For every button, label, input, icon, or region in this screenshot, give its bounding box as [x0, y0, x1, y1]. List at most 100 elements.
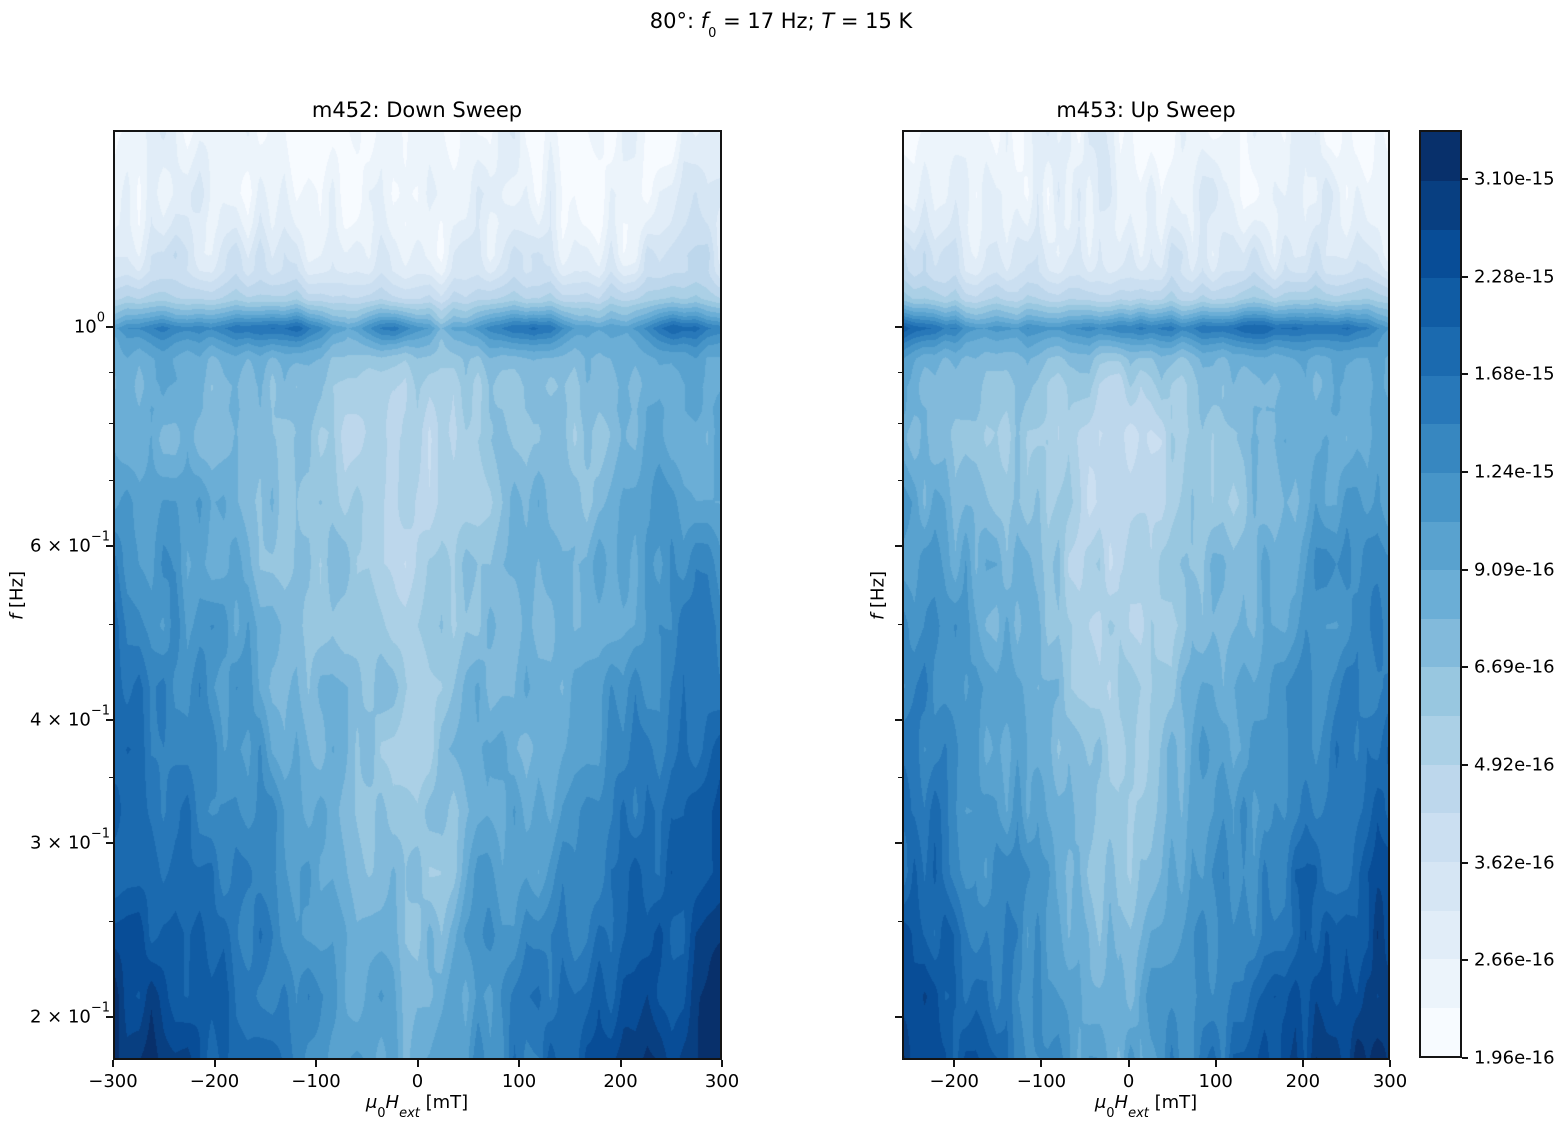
colorbar-tick: [1462, 861, 1468, 864]
colorbar-band: [1421, 618, 1460, 668]
H-ext-subscript-2: ext: [1128, 1105, 1149, 1121]
x-axis-label-m453: μ0Hext [mT]: [1095, 1092, 1198, 1120]
figure-title: 80°: f0 = 17 Hz; T = 15 K: [0, 9, 1562, 40]
y-label-f: f: [6, 613, 28, 621]
y-minor-tick: [109, 776, 113, 778]
x-tick-label: −100: [291, 1071, 341, 1092]
y-label-unit: [Hz]: [6, 570, 28, 614]
y-major-tick: [895, 1016, 902, 1019]
colorbar-tick-label: 1.24e-15: [1474, 461, 1555, 483]
x-major-tick: [416, 1060, 419, 1067]
y-axis-label-m452: f [Hz]: [7, 561, 28, 631]
y-minor-tick: [109, 479, 113, 481]
colorbar-band: [1421, 569, 1460, 619]
y-major-tick: [106, 719, 113, 722]
colorbar-tick-label: 9.09e-16: [1474, 559, 1555, 581]
H-symbol: H: [385, 1092, 400, 1113]
y-major-tick: [106, 326, 113, 329]
colorbar-tick-label: 2.66e-16: [1474, 949, 1555, 971]
y-minor-tick: [898, 623, 902, 625]
figure-title-sep: :: [686, 9, 701, 33]
colorbar-tick-label: 6.69e-16: [1474, 656, 1555, 678]
colorbar-tick: [1462, 568, 1468, 571]
colorbar-band: [1421, 715, 1460, 765]
y-label-unit-2: [Hz]: [867, 570, 889, 614]
f0-subscript: 0: [708, 26, 717, 42]
figure-title-end: = 15 K: [834, 9, 913, 33]
x-tick-label: 0: [1122, 1071, 1135, 1092]
y-major-tick: [106, 842, 113, 845]
subplot-m453-title: m453: Up Sweep: [1056, 98, 1236, 122]
y-tick-label: 6 × 10−1: [30, 529, 111, 557]
x-major-tick: [953, 1060, 956, 1067]
x-tick-label: −300: [88, 1071, 138, 1092]
x-major-tick: [112, 1060, 114, 1067]
colorbar-band: [1421, 229, 1460, 279]
y-minor-tick: [898, 921, 902, 923]
y-minor-tick: [898, 776, 902, 778]
x-tick-label: 200: [1285, 1071, 1321, 1092]
colorbar-band: [1421, 958, 1460, 1008]
x-label-unit-2: [mT]: [1148, 1092, 1198, 1113]
degree-symbol: °: [676, 9, 687, 33]
colorbar-tick-label: 3.10e-15: [1474, 168, 1555, 190]
x-tick-label: 200: [603, 1071, 638, 1092]
colorbar-tick-label: 2.28e-15: [1474, 266, 1555, 288]
colorbar-tick: [1462, 470, 1468, 473]
colorbar-tick: [1462, 177, 1468, 180]
y-major-tick: [895, 719, 902, 722]
x-major-tick: [1389, 1060, 1391, 1067]
y-tick-label: 2 × 10−1: [30, 1000, 111, 1028]
colorbar-tick: [1462, 1057, 1468, 1059]
temperature-symbol: T: [821, 9, 835, 33]
mu-symbol: μ: [365, 1092, 378, 1113]
mu-subscript: 0: [377, 1105, 386, 1121]
colorbar-tick: [1462, 373, 1468, 376]
colorbar-band: [1421, 1007, 1460, 1057]
x-major-tick: [213, 1060, 216, 1067]
x-tick-label: 300: [1372, 1071, 1408, 1092]
mu-subscript-2: 0: [1106, 1105, 1115, 1121]
x-label-unit: [mT]: [419, 1092, 469, 1113]
x-major-tick: [619, 1060, 622, 1067]
x-tick-label: 100: [501, 1071, 537, 1092]
colorbar-band: [1421, 375, 1460, 425]
y-minor-tick: [898, 372, 902, 374]
x-major-tick: [1127, 1060, 1130, 1067]
x-axis-label-m452: μ0Hext [mT]: [365, 1092, 469, 1120]
y-tick-label: 3 × 10−1: [30, 826, 111, 854]
x-tick-label: −200: [929, 1071, 980, 1092]
subplot-m452-title: m452: Down Sweep: [311, 98, 523, 122]
y-axis-label-m453: f [Hz]: [868, 561, 889, 631]
contour-axes-m452: [113, 130, 722, 1060]
y-label-f-2: f: [867, 613, 889, 621]
colorbar-band: [1421, 132, 1460, 182]
colorbar-band: [1421, 812, 1460, 862]
x-tick-label: 100: [1198, 1071, 1233, 1092]
y-major-tick: [895, 842, 902, 845]
y-minor-tick: [898, 479, 902, 481]
y-minor-tick: [109, 372, 113, 374]
colorbar-tick: [1462, 763, 1468, 766]
y-major-tick: [106, 1016, 113, 1019]
x-major-tick: [1301, 1060, 1304, 1067]
contour-plot-m453: [904, 132, 1388, 1058]
x-major-tick: [1214, 1060, 1217, 1067]
colorbar-band: [1421, 666, 1460, 717]
colorbar-band: [1421, 764, 1460, 814]
x-major-tick: [1040, 1060, 1043, 1067]
colorbar: [1419, 130, 1462, 1058]
colorbar-band: [1421, 180, 1460, 230]
y-minor-tick: [898, 422, 902, 424]
colorbar-tick-label: 3.62e-16: [1474, 852, 1555, 874]
colorbar-tick-label: 1.96e-16: [1474, 1047, 1555, 1069]
colorbar-tick-label: 1.68e-15: [1474, 363, 1555, 385]
y-tick-label: 100: [73, 310, 105, 338]
x-major-tick: [518, 1060, 520, 1067]
y-major-tick: [895, 545, 902, 548]
x-tick-label: −100: [1016, 1071, 1067, 1092]
x-tick-label: −200: [189, 1071, 240, 1092]
colorbar-tick: [1462, 275, 1468, 278]
y-minor-tick: [109, 623, 113, 625]
